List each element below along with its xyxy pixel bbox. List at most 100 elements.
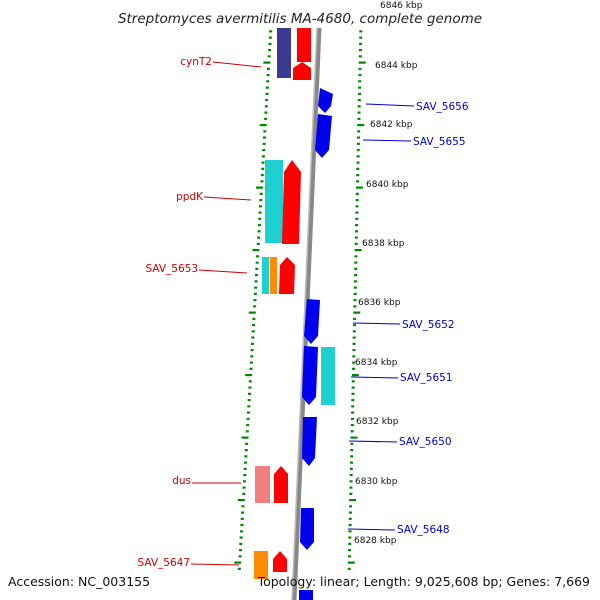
- scale-tick: [353, 280, 357, 283]
- scale-tick: [244, 449, 248, 452]
- gene-label-SAV_5648[interactable]: SAV_5648: [397, 524, 450, 536]
- scale-tick: [258, 217, 262, 220]
- scale-tick: [347, 567, 351, 570]
- scale-tick: [243, 474, 247, 477]
- scale-tick: [353, 317, 357, 320]
- scale-tick: [253, 305, 257, 308]
- gene-label-SAV_5652[interactable]: SAV_5652: [402, 319, 455, 331]
- scale-tick: [348, 530, 352, 533]
- scale-tick: [237, 499, 245, 502]
- kbp-label: 6832 kbp: [356, 417, 399, 427]
- scale-tick: [347, 561, 355, 564]
- scale-tick: [267, 55, 271, 58]
- gene-arrow[interactable]: [315, 114, 332, 158]
- scale-tick: [266, 80, 270, 83]
- gene-block[interactable]: [265, 160, 283, 243]
- scale-tick: [356, 161, 360, 164]
- kbp-label: 6838 kbp: [362, 239, 405, 249]
- scale-tick: [350, 430, 354, 433]
- scale-tick: [239, 536, 243, 539]
- gene-block[interactable]: [321, 347, 335, 405]
- genome-summary-text: Topology: linear; Length: 9,025,608 bp; …: [257, 574, 590, 589]
- genes-left: [254, 28, 311, 579]
- scale-tick: [351, 374, 359, 377]
- gene-arrow[interactable]: [293, 62, 311, 80]
- scale-tick: [262, 136, 266, 139]
- scale-tick: [349, 505, 353, 508]
- gene-label-SAV_5655[interactable]: SAV_5655: [413, 136, 466, 148]
- scale-tick: [357, 124, 365, 127]
- gene-arrow[interactable]: [304, 299, 320, 344]
- scale-tick: [352, 367, 356, 370]
- gene-label-dus[interactable]: dus: [172, 475, 191, 487]
- scale-tick: [244, 461, 248, 464]
- gene-arrow[interactable]: [318, 88, 333, 113]
- gene-arrow[interactable]: [302, 346, 318, 405]
- scale-tick: [352, 324, 356, 327]
- scale-tick: [250, 349, 254, 352]
- scale-tick: [353, 311, 361, 314]
- map-title: Streptomyces avermitilis MA-4680, comple…: [118, 11, 482, 27]
- scale-tick: [349, 492, 353, 495]
- kbp-label: 6830 kbp: [355, 477, 398, 487]
- gene-label-cynT2[interactable]: cynT2: [180, 56, 212, 68]
- scale-tick: [358, 61, 366, 64]
- gene-label-SAV_5656[interactable]: SAV_5656: [416, 101, 469, 113]
- scale-tick: [350, 436, 358, 439]
- scale-tick: [350, 449, 354, 452]
- gene-arrow[interactable]: [274, 466, 288, 503]
- gene-label-SAV_5651[interactable]: SAV_5651: [400, 372, 453, 384]
- scale-tick: [258, 211, 262, 214]
- scale-tick: [252, 249, 260, 252]
- scale-tick: [353, 286, 357, 289]
- scale-tick: [350, 442, 354, 445]
- gene-block[interactable]: [262, 257, 269, 294]
- gene-block[interactable]: [277, 28, 291, 78]
- kbp-label: 6836 kbp: [358, 298, 401, 308]
- scale-tick: [351, 380, 355, 383]
- label-connector: [203, 196, 252, 201]
- scale-tick: [241, 511, 245, 514]
- scale-tick: [357, 92, 361, 95]
- scale-tick: [251, 336, 255, 339]
- scale-tick: [350, 424, 354, 427]
- scale-tick: [359, 42, 363, 45]
- scale-tick: [355, 199, 359, 202]
- scale-ticks: [234, 30, 366, 570]
- scale-tick: [356, 167, 360, 170]
- scale-tick: [358, 49, 362, 52]
- scale-tick: [259, 192, 263, 195]
- scale-tick: [268, 42, 272, 45]
- scale-tick: [259, 199, 263, 202]
- scale-tick: [263, 130, 267, 133]
- gene-arrow[interactable]: [302, 417, 317, 466]
- scale-tick: [357, 136, 361, 139]
- scale-tick: [262, 149, 266, 152]
- scale-tick: [252, 324, 256, 327]
- scale-tick: [354, 230, 358, 233]
- gene-arrow[interactable]: [300, 508, 314, 550]
- scale-tick: [352, 336, 356, 339]
- gene-label-SAV_5647[interactable]: SAV_5647: [137, 557, 190, 569]
- scale-tick: [350, 455, 354, 458]
- scale-tick: [357, 105, 361, 108]
- gene-block[interactable]: [297, 28, 311, 62]
- scale-tick: [356, 142, 360, 145]
- gene-block[interactable]: [270, 257, 277, 294]
- gene-block[interactable]: [299, 590, 313, 600]
- gene-label-SAV_5650[interactable]: SAV_5650: [399, 436, 452, 448]
- gene-label-SAV_5653[interactable]: SAV_5653: [145, 263, 198, 275]
- scale-tick: [260, 180, 264, 183]
- scale-tick: [257, 230, 261, 233]
- scale-tick: [268, 36, 272, 39]
- gene-block[interactable]: [255, 466, 270, 503]
- gene-label-ppdK[interactable]: ppdK: [176, 191, 204, 203]
- gene-arrow[interactable]: [282, 160, 301, 244]
- gene-arrow[interactable]: [273, 551, 287, 572]
- scale-tick: [355, 186, 363, 189]
- scale-tick: [354, 267, 358, 270]
- scale-tick: [356, 174, 360, 177]
- gene-block[interactable]: [254, 551, 268, 579]
- gene-arrow[interactable]: [279, 257, 295, 294]
